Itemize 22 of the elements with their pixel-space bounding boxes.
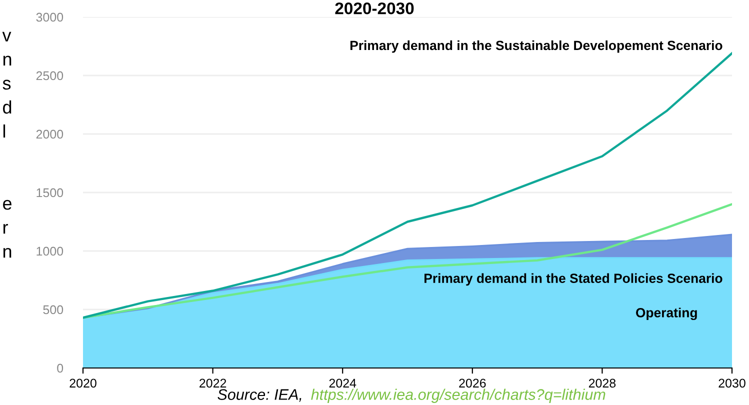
y-tick-label: 500 (43, 305, 64, 314)
y-tick-label: 0 (57, 364, 64, 373)
annotation: Primary demand in the Stated Policies Scenario (424, 273, 722, 286)
text: v n s d l e r n (2, 32, 12, 258)
annotation: Operating (636, 308, 697, 320)
x-tick-label: 2028 (588, 378, 616, 388)
y-tick-label: 1500 (36, 188, 64, 198)
x-tick-label: 2024 (329, 378, 356, 388)
y-tick-label: 2500 (36, 71, 64, 80)
annotation: Primary demand in the Sustainable Developement Scenario (350, 40, 722, 53)
y-tick-label: 2000 (36, 130, 64, 139)
y-tick-label: 1000 (36, 246, 64, 256)
x-tick-label: 2030 (718, 378, 746, 388)
y-tick-label: 3000 (36, 12, 64, 22)
text: https://www.iea.org/search/charts?q=lithium (311, 388, 606, 403)
line-series (83, 203, 732, 319)
chart-title: 2020-2030 (335, 2, 414, 14)
source-note: Source: IEA, (218, 389, 302, 402)
x-tick-label: 2022 (200, 378, 226, 388)
x-tick-label: 2020 (70, 378, 96, 388)
line-series (83, 52, 732, 319)
x-tick-label: 2026 (459, 378, 486, 388)
